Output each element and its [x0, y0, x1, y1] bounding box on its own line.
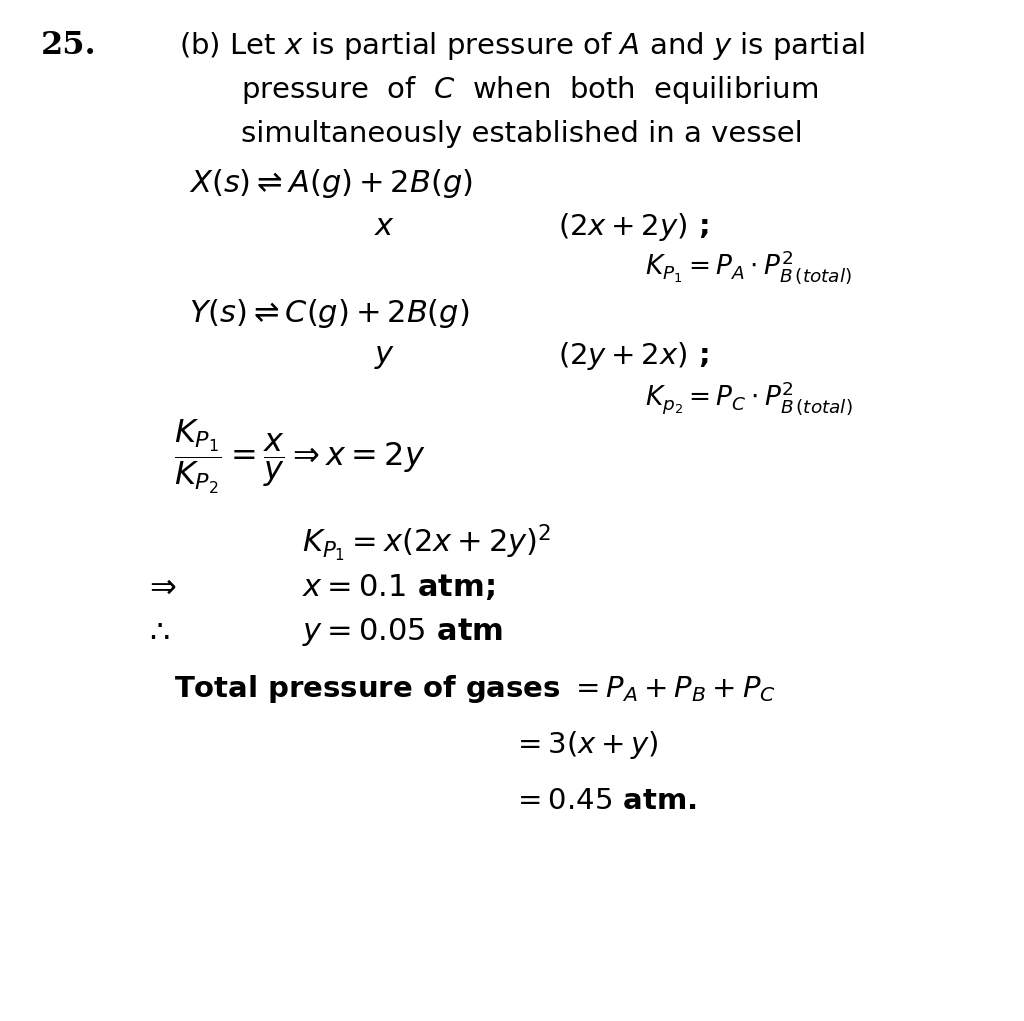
Text: $X(s)  \rightleftharpoons  A(g)  +  2B(g)$: $X(s) \rightleftharpoons A(g) + 2B(g)$: [189, 167, 473, 200]
Text: $x = 0.1$ atm;: $x = 0.1$ atm;: [302, 572, 496, 602]
Text: $K_{P_1} = x(2x + 2y)^2$: $K_{P_1} = x(2x + 2y)^2$: [302, 523, 551, 564]
Text: $= 3(x + y)$: $= 3(x + y)$: [512, 729, 658, 762]
Text: $x$: $x$: [374, 212, 395, 241]
Text: $(2x + 2y)$ ;: $(2x + 2y)$ ;: [558, 210, 709, 243]
Text: pressure  of  $C$  when  both  equilibrium: pressure of $C$ when both equilibrium: [241, 74, 818, 106]
Text: $= 0.45$ atm.: $= 0.45$ atm.: [512, 787, 696, 816]
Text: $\Rightarrow$: $\Rightarrow$: [143, 572, 177, 602]
Text: $Y(s)  \rightleftharpoons  C(g)  +  2B(g)$: $Y(s) \rightleftharpoons C(g) + 2B(g)$: [189, 297, 470, 330]
Text: $K_{p_2} = P_C \cdot P^2_{B\,(total)}$: $K_{p_2} = P_C \cdot P^2_{B\,(total)}$: [645, 380, 853, 417]
Text: 25.: 25.: [41, 31, 96, 61]
Text: $\dfrac{K_{P_1}}{K_{P_2}} = \dfrac{x}{y}  \Rightarrow  x = 2y$: $\dfrac{K_{P_1}}{K_{P_2}} = \dfrac{x}{y}…: [174, 418, 425, 495]
Text: $K_{P_1} = P_A \cdot P^2_{B\,(total)}$: $K_{P_1} = P_A \cdot P^2_{B\,(total)}$: [645, 249, 852, 286]
Text: $(2y + 2x)$ ;: $(2y + 2x)$ ;: [558, 340, 709, 373]
Text: $y$: $y$: [374, 342, 395, 371]
Text: $\therefore$: $\therefore$: [143, 617, 170, 647]
Text: (b) Let $x$ is partial pressure of $A$ and $y$ is partial: (b) Let $x$ is partial pressure of $A$ a…: [179, 30, 865, 62]
Text: Total pressure of gases $= P_A + P_B + P_C$: Total pressure of gases $= P_A + P_B + P…: [174, 673, 776, 706]
Text: $y = 0.05$ atm: $y = 0.05$ atm: [302, 616, 504, 648]
Text: simultaneously established in a vessel: simultaneously established in a vessel: [241, 119, 803, 148]
